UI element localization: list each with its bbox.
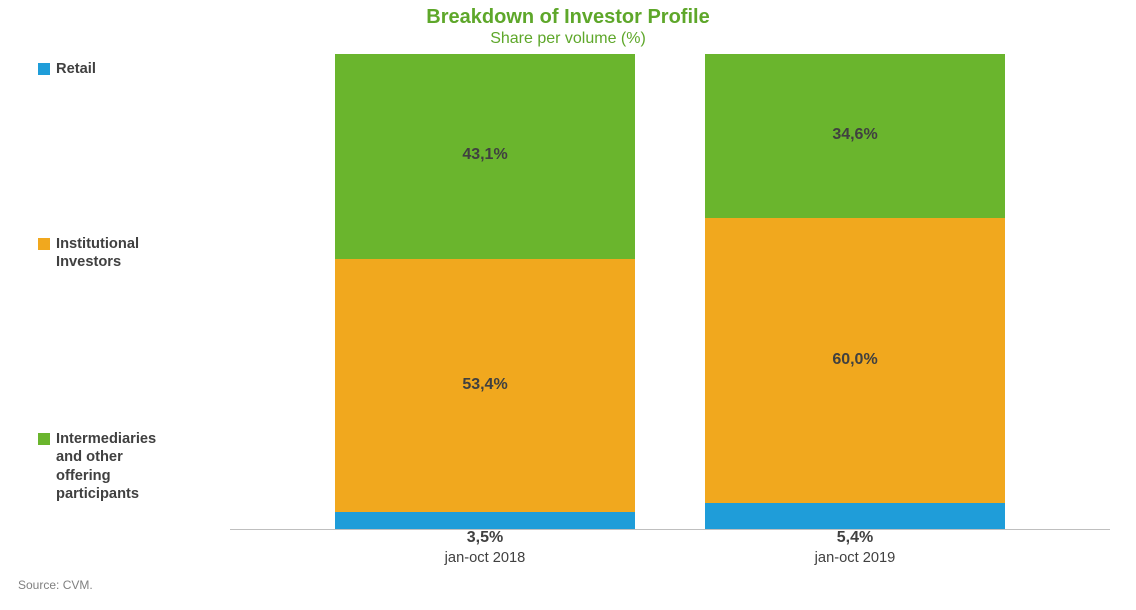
bar-group-2019: 5,4% 60,0% 34,6% xyxy=(705,54,1005,529)
segment-2019-retail: 5,4% xyxy=(705,503,1005,529)
legend-swatch-retail xyxy=(38,63,50,75)
legend-item-institutional: Institutional Investors xyxy=(38,235,139,272)
value-label-2019-intermediaries: 34,6% xyxy=(705,126,1005,144)
legend-label-intermediaries: Intermediaries and other offering partic… xyxy=(56,430,156,503)
segment-2019-institutional: 60,0% xyxy=(705,218,1005,503)
chart-title: Breakdown of Investor Profile xyxy=(0,6,1136,29)
legend-label-institutional: Institutional Investors xyxy=(56,235,139,272)
legend-label-retail: Retail xyxy=(56,60,96,78)
source-text: Source: CVM. xyxy=(18,578,93,592)
legend-item-retail: Retail xyxy=(38,60,96,78)
value-label-2019-retail: 5,4% xyxy=(705,529,1005,547)
bar-group-2018: 3,5% 53,4% 43,1% xyxy=(335,54,635,529)
value-label-2018-retail: 3,5% xyxy=(335,529,635,547)
legend-item-intermediaries: Intermediaries and other offering partic… xyxy=(38,430,156,503)
x-label-2018: jan-oct 2018 xyxy=(335,550,635,566)
plot-area: 3,5% 53,4% 43,1% 5,4% 60,0% 34,6% xyxy=(230,55,1110,530)
value-label-2019-institutional: 60,0% xyxy=(705,351,1005,369)
segment-2018-retail: 3,5% xyxy=(335,512,635,529)
legend-swatch-intermediaries xyxy=(38,433,50,445)
segment-2018-institutional: 53,4% xyxy=(335,259,635,513)
legend-swatch-institutional xyxy=(38,238,50,250)
value-label-2018-intermediaries: 43,1% xyxy=(335,146,635,164)
segment-2018-intermediaries: 43,1% xyxy=(335,54,635,259)
value-label-2018-institutional: 53,4% xyxy=(335,376,635,394)
chart-subtitle: Share per volume (%) xyxy=(0,30,1136,48)
segment-2019-intermediaries: 34,6% xyxy=(705,54,1005,218)
x-label-2019: jan-oct 2019 xyxy=(705,550,1005,566)
